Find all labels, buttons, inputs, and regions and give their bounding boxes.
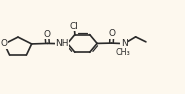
Text: CH₃: CH₃ [116, 48, 130, 57]
Text: O: O [43, 30, 50, 39]
Text: Cl: Cl [69, 22, 78, 31]
Text: NH: NH [55, 39, 69, 48]
Text: N: N [121, 39, 128, 48]
Text: O: O [108, 29, 115, 38]
Text: O: O [1, 39, 8, 48]
